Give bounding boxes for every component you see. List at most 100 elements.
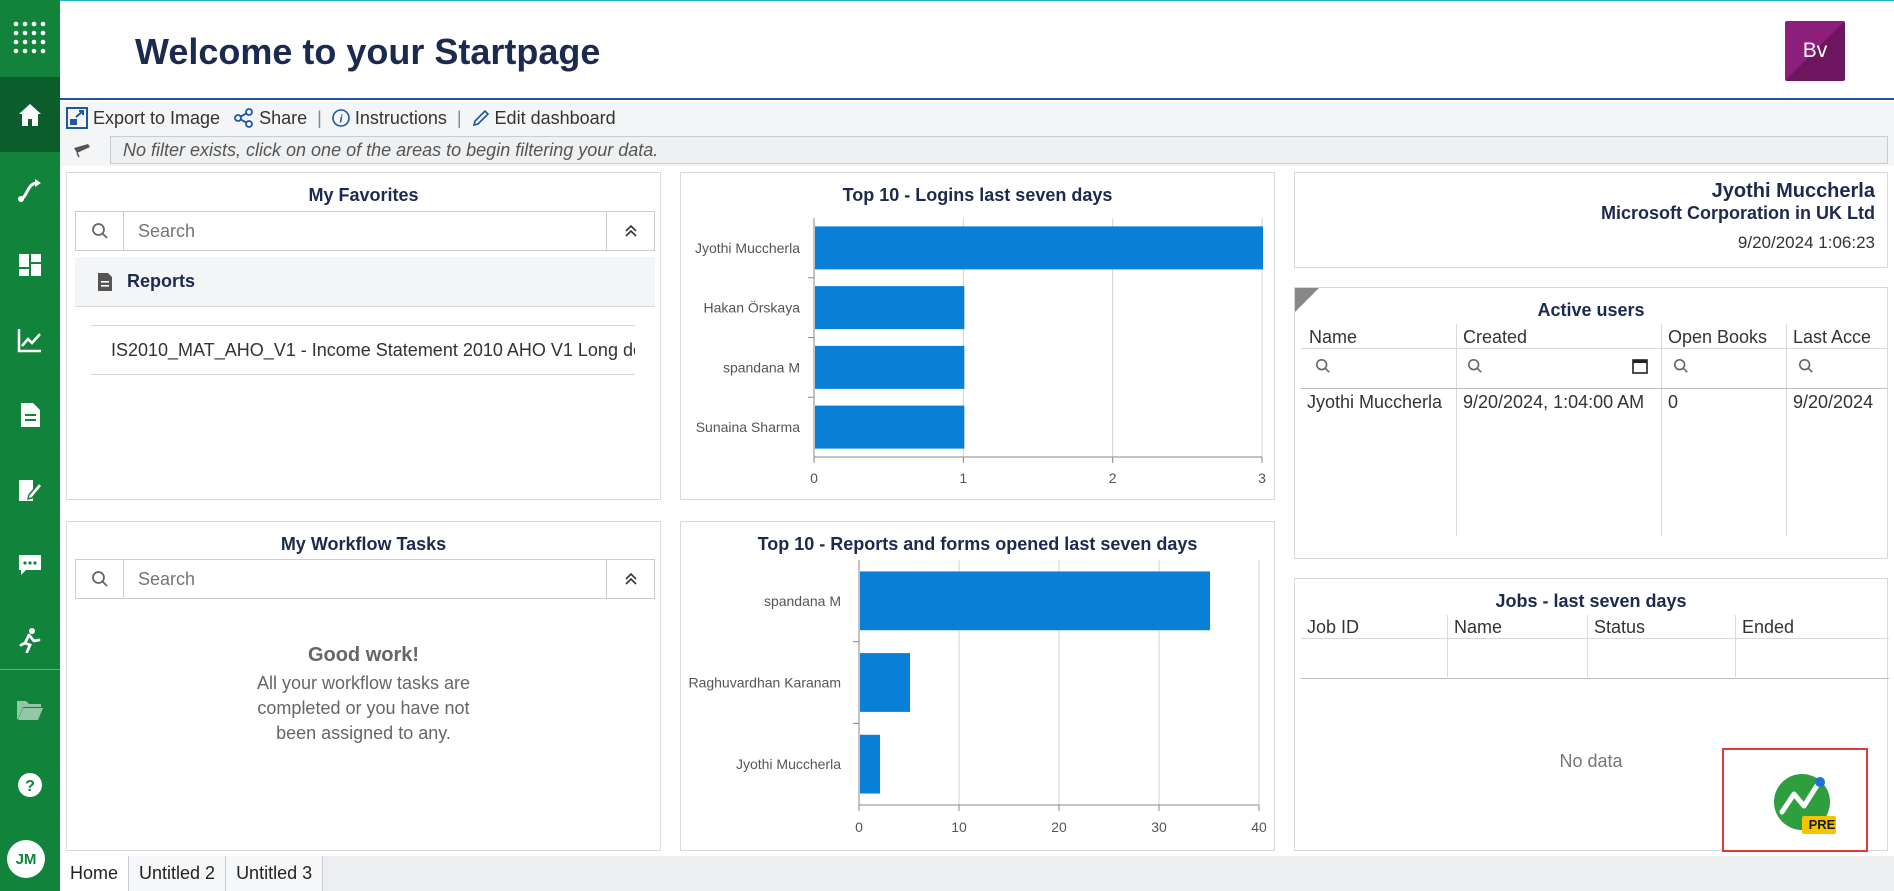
workflow-search-input[interactable] (124, 560, 606, 598)
svg-text:i: i (339, 114, 343, 126)
toolbar-separator: | (317, 107, 322, 128)
col-header-open-books[interactable]: Open Books (1668, 327, 1768, 347)
report-icon[interactable] (0, 377, 60, 452)
col-header-job-id[interactable]: Job ID (1307, 617, 1360, 637)
row-divider (1301, 678, 1889, 679)
tab-home[interactable]: Home (60, 856, 130, 891)
collapse-icon[interactable] (606, 560, 654, 598)
x-tick-label: 20 (1051, 819, 1067, 835)
col-header-last-access[interactable]: Last Acce (1793, 327, 1872, 347)
tab-untitled-3[interactable]: Untitled 3 (226, 856, 324, 891)
favorites-panel: My Favorites Reports IS2010_MAT_AHO_V1 -… (66, 172, 661, 500)
favorite-item[interactable]: IS2010_MAT_AHO_V1 - Income Statement 201… (91, 325, 635, 375)
x-tick-label: 0 (810, 470, 818, 486)
favorites-title: My Favorites (308, 185, 419, 205)
col-header-name[interactable]: Name (1309, 327, 1358, 347)
column-divider (1447, 615, 1448, 677)
logins-chart: 0 1 2 3 Jyothi Muccherla Hakan Örskaya spandan… (695, 218, 1266, 486)
workflow-icon[interactable] (0, 152, 60, 227)
filter-search-icon[interactable] (1798, 358, 1814, 374)
edit-dashboard-button[interactable]: Edit dashboard (472, 108, 616, 129)
header: Welcome to your Startpage Bv (60, 0, 1894, 100)
table-cell[interactable]: Jyothi Muccherla (1307, 392, 1443, 412)
col-header-status[interactable]: Status (1594, 617, 1646, 637)
row-divider (1301, 348, 1887, 349)
reports-chart-title: Top 10 - Reports and forms opened last s… (757, 534, 1198, 554)
share-icon (234, 108, 253, 128)
analytics-app-icon (1774, 774, 1836, 834)
preview-label: PRE (1808, 817, 1836, 832)
x-tick-label: 10 (951, 819, 967, 835)
brand-badge[interactable]: Bv (1785, 21, 1845, 81)
table-cell[interactable]: 0 (1668, 392, 1679, 412)
calendar-icon[interactable] (1632, 358, 1648, 374)
table-cell[interactable]: 9/20/2024 (1793, 392, 1874, 412)
bar (815, 405, 965, 449)
svg-text:?: ? (25, 778, 35, 795)
help-icon[interactable]: ? (0, 747, 60, 822)
column-divider (1786, 324, 1787, 536)
category-label: spandana M (764, 593, 841, 609)
column-divider (1661, 324, 1662, 536)
home-icon[interactable] (0, 77, 60, 152)
bar (860, 653, 910, 712)
row-divider (1301, 638, 1889, 639)
category-label: spandana M (723, 359, 800, 375)
col-header-created[interactable]: Created (1463, 327, 1528, 347)
reports-chart: 0 10 20 30 40 spandana M Raghuvardhan Karanam J… (688, 560, 1267, 835)
bar (860, 571, 1210, 631)
workflow-empty-state: Good work! All your workflow tasks are c… (67, 644, 660, 746)
jobs-panel: Jobs - last seven days Job ID Name Statu… (1294, 578, 1889, 851)
eraser-icon[interactable] (72, 140, 92, 160)
empty-line: completed or you have not (257, 698, 470, 718)
folder-icon[interactable] (0, 672, 60, 747)
filter-search-icon[interactable] (1315, 358, 1331, 374)
favorites-group-label: Reports (127, 271, 196, 291)
export-image-icon (66, 107, 88, 129)
analytics-icon[interactable] (0, 302, 60, 377)
user-datetime: 9/20/2024 1:06:23 (1737, 233, 1875, 252)
filter-status[interactable]: No filter exists, click on one of the ar… (110, 136, 1888, 164)
user-company: Microsoft Corporation in UK Ltd (1601, 203, 1875, 223)
table-cell[interactable]: 9/20/2024, 1:04:00 AM (1463, 392, 1645, 412)
sidebar-divider (0, 669, 60, 670)
share-label: Share (259, 107, 308, 128)
favorites-group-header[interactable]: Reports (75, 257, 655, 307)
x-tick-label: 2 (1109, 470, 1117, 486)
share-button[interactable]: Share (234, 108, 307, 129)
col-header-ended[interactable]: Ended (1742, 617, 1795, 637)
preview-app-badge[interactable]: PRE (1722, 748, 1868, 852)
export-to-image-button[interactable]: Export to Image (66, 107, 220, 129)
category-label: Jyothi Muccherla (695, 240, 800, 256)
x-tick-label: 30 (1151, 819, 1167, 835)
category-label: Sunaina Sharma (696, 419, 801, 435)
tab-untitled-2[interactable]: Untitled 2 (129, 856, 227, 891)
x-tick-label: 40 (1251, 819, 1267, 835)
filter-search-icon[interactable] (1673, 358, 1689, 374)
col-header-name[interactable]: Name (1454, 617, 1503, 637)
run-icon[interactable] (0, 602, 60, 677)
active-users-title: Active users (1537, 300, 1645, 320)
avatar[interactable]: JM (7, 840, 45, 878)
jobs-title: Jobs - last seven days (1495, 591, 1687, 611)
collapse-icon[interactable] (606, 212, 654, 250)
empty-title: Good work! (307, 644, 420, 666)
filter-search-icon[interactable] (1467, 358, 1483, 374)
chat-icon[interactable] (0, 527, 60, 602)
page-tabs: Home Untitled 2 Untitled 3 (60, 856, 1894, 891)
empty-line: been assigned to any. (276, 723, 451, 743)
dashboard-icon[interactable] (0, 227, 60, 302)
toolbar: Export to Image Share | i Instructions |… (60, 102, 1894, 134)
active-users-panel: Active users Name Created Open Books Las… (1294, 287, 1888, 559)
apps-grid-icon[interactable] (0, 0, 60, 75)
favorites-search-input[interactable] (124, 212, 606, 250)
column-divider (1587, 615, 1588, 677)
corner-marker-icon (1295, 288, 1319, 312)
instructions-button[interactable]: i Instructions (332, 108, 447, 129)
workflow-search (75, 559, 655, 599)
pencil-icon (472, 109, 489, 127)
bar (815, 286, 965, 330)
category-label: Raghuvardhan Karanam (688, 675, 841, 691)
form-edit-icon[interactable] (0, 452, 60, 527)
jobs-empty: No data (1559, 751, 1623, 771)
